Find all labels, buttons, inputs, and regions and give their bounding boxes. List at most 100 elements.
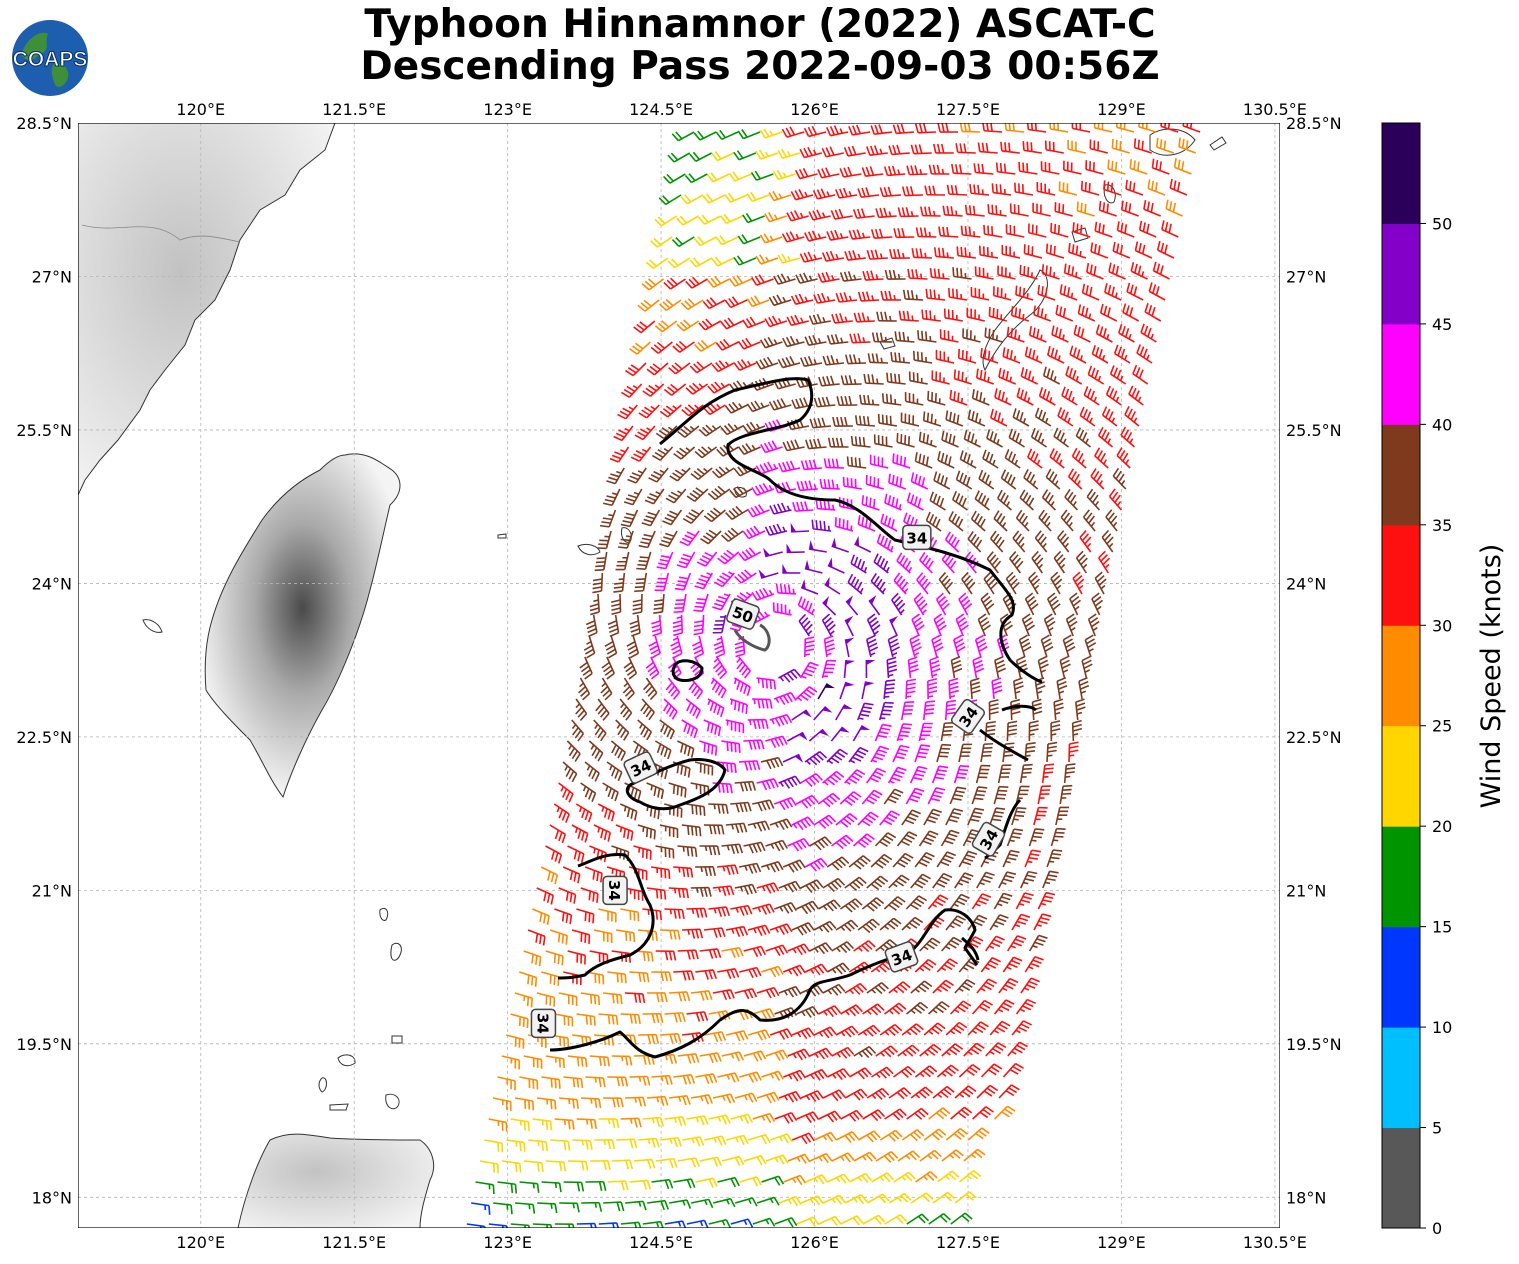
wind-barb bbox=[971, 999, 993, 1015]
wind-barb bbox=[1132, 364, 1149, 385]
wind-barb bbox=[915, 1171, 938, 1183]
wind-barb bbox=[1122, 303, 1140, 322]
wind-barb bbox=[945, 808, 963, 826]
wind-barb bbox=[756, 882, 780, 894]
tick-label-lon-bottom: 129°E bbox=[1097, 1233, 1146, 1252]
wind-barb bbox=[783, 1069, 806, 1082]
tick-label-lon-top: 120°E bbox=[176, 100, 225, 119]
wind-barb bbox=[1020, 367, 1039, 385]
wind-barb bbox=[907, 656, 919, 679]
wind-barb bbox=[1064, 488, 1079, 511]
wind-barb bbox=[835, 813, 858, 828]
wind-barb bbox=[1045, 243, 1065, 259]
wind-barb bbox=[840, 1215, 864, 1226]
wind-barb bbox=[932, 1191, 956, 1204]
wind-barb bbox=[607, 1076, 629, 1087]
wind-barb bbox=[734, 780, 757, 792]
wind-barb bbox=[694, 339, 717, 352]
wind-barb bbox=[592, 572, 604, 594]
wind-barb bbox=[1054, 202, 1073, 217]
wind-barb bbox=[471, 1202, 491, 1215]
wind-barb bbox=[602, 488, 621, 507]
wind-barb bbox=[932, 143, 954, 154]
wind-barb bbox=[936, 743, 952, 763]
wind-barb bbox=[1118, 323, 1135, 343]
wind-barb bbox=[1091, 592, 1104, 616]
wind-barb bbox=[905, 678, 917, 700]
wind-barb bbox=[1026, 123, 1047, 133]
wind-barb bbox=[951, 163, 972, 175]
tick-label-lon-top: 123°E bbox=[483, 100, 532, 119]
wind-barb bbox=[892, 453, 911, 469]
mainland-china-land bbox=[78, 123, 336, 496]
wind-barb bbox=[796, 1111, 820, 1124]
tick-label-lat-right: 21°N bbox=[1286, 881, 1326, 900]
wind-barb bbox=[883, 679, 896, 700]
wind-barb bbox=[955, 613, 969, 637]
wind-barb bbox=[865, 475, 885, 490]
wind-barb bbox=[989, 1020, 1011, 1036]
wind-barb bbox=[925, 288, 946, 301]
wind-barb bbox=[839, 271, 862, 282]
wind-barb bbox=[668, 887, 690, 899]
wind-barb bbox=[686, 1011, 709, 1022]
wind-barb bbox=[721, 843, 744, 855]
wind-barb bbox=[594, 1139, 616, 1150]
wind-barb bbox=[651, 1074, 673, 1086]
wind-barb bbox=[822, 595, 837, 616]
wind-barb bbox=[973, 163, 994, 175]
tick-label-lat-left: 28.5°N bbox=[16, 114, 72, 133]
wind-barb bbox=[585, 614, 598, 638]
wind-barb bbox=[883, 896, 906, 911]
wind-barb bbox=[717, 1072, 740, 1083]
wind-barb bbox=[699, 740, 718, 756]
wind-barb bbox=[844, 354, 867, 365]
wind-barb bbox=[1043, 613, 1056, 637]
wind-barb bbox=[777, 355, 801, 369]
wind-barb bbox=[823, 458, 845, 469]
wind-barb bbox=[1173, 158, 1192, 175]
wind-barb bbox=[827, 557, 845, 574]
wind-barb bbox=[654, 572, 670, 592]
wind-barb bbox=[936, 1064, 959, 1078]
wind-barb bbox=[528, 1139, 549, 1152]
wind-barb bbox=[976, 871, 995, 889]
wind-barb bbox=[1012, 408, 1030, 427]
wind-barb bbox=[1079, 406, 1096, 427]
wind-barb bbox=[566, 740, 581, 762]
wind-barb bbox=[654, 320, 678, 333]
wind-barb bbox=[1155, 137, 1175, 154]
wind-barb bbox=[593, 824, 611, 842]
wind-barb bbox=[685, 382, 709, 395]
wind-barb bbox=[850, 435, 871, 448]
wind-barb bbox=[626, 635, 640, 659]
tick-label-lat-right: 18°N bbox=[1286, 1188, 1326, 1207]
wind-barb bbox=[1116, 447, 1131, 469]
tick-label-lat-right: 19.5°N bbox=[1286, 1035, 1342, 1054]
wind-barb bbox=[583, 635, 596, 659]
wind-barb bbox=[1072, 222, 1091, 238]
wind-barb bbox=[781, 231, 805, 243]
wind-barb bbox=[840, 1109, 864, 1122]
wind-barb bbox=[1098, 201, 1117, 217]
wind-barb bbox=[1073, 324, 1091, 343]
wind-barb bbox=[761, 1070, 784, 1081]
wind-barb bbox=[866, 875, 889, 891]
wind-barb bbox=[558, 887, 577, 904]
wind-barb bbox=[861, 166, 884, 177]
wind-barb bbox=[672, 614, 684, 637]
wind-barb bbox=[910, 472, 929, 490]
wind-barb bbox=[554, 1118, 575, 1130]
wind-barb bbox=[607, 614, 620, 637]
wind-barb bbox=[953, 634, 966, 658]
logo-text: COAPS bbox=[13, 48, 88, 71]
wind-barb bbox=[617, 530, 634, 549]
wind-barb bbox=[1148, 282, 1166, 301]
wind-barb bbox=[638, 404, 660, 419]
wind-barb bbox=[1050, 222, 1069, 238]
wind-barb bbox=[715, 129, 739, 141]
wind-barb bbox=[1033, 305, 1052, 322]
contour-label: 34 bbox=[971, 821, 1006, 857]
wind-barb bbox=[927, 1001, 950, 1015]
wind-barb bbox=[905, 895, 928, 911]
